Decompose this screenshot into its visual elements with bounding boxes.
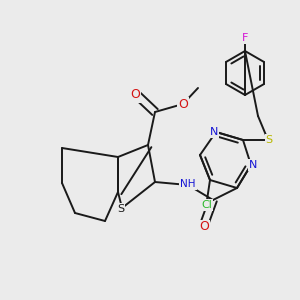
Text: O: O	[130, 88, 140, 101]
Text: NH: NH	[180, 179, 196, 189]
Text: O: O	[178, 98, 188, 110]
Text: Cl: Cl	[202, 200, 212, 210]
Text: S: S	[117, 204, 124, 214]
Text: N: N	[210, 127, 218, 137]
Text: N: N	[249, 160, 257, 170]
Text: S: S	[266, 135, 273, 145]
Text: F: F	[242, 33, 248, 43]
Text: O: O	[199, 220, 209, 233]
